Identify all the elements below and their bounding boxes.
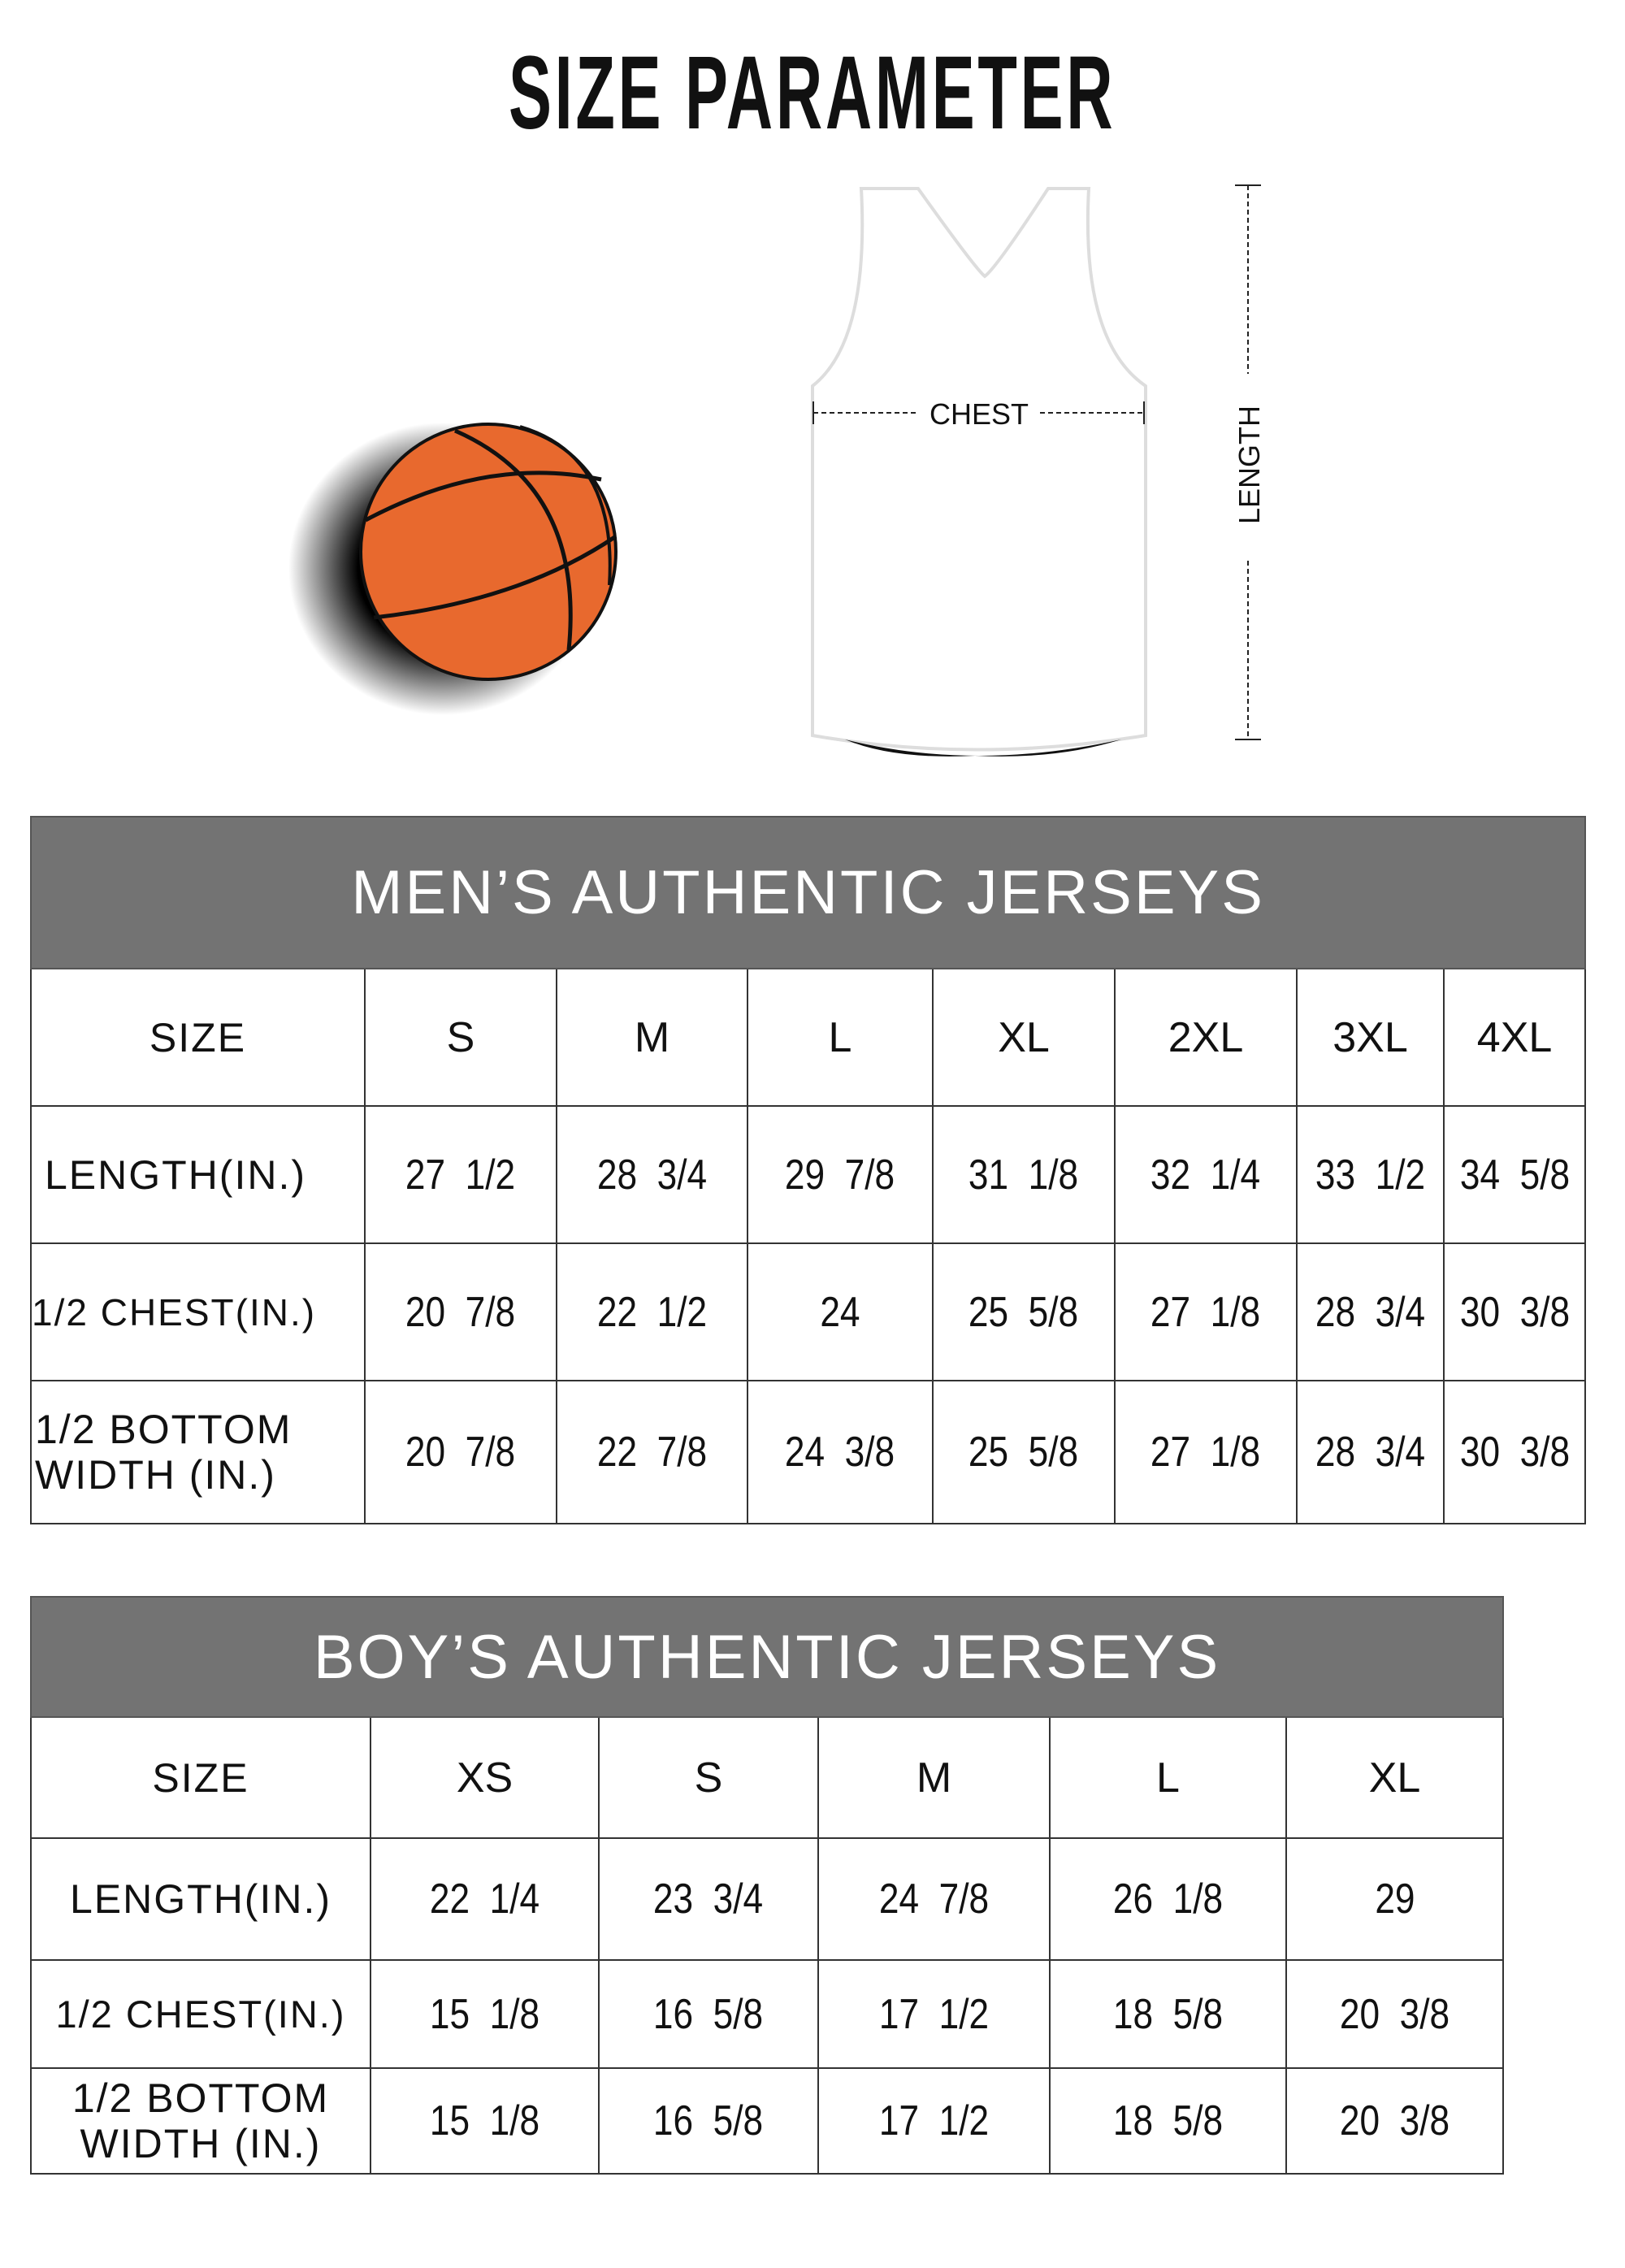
chest-label: CHEST — [930, 397, 1029, 431]
row-label: 1/2 CHEST(IN.) — [30, 1959, 371, 2069]
cell: 31 1/8 — [932, 1105, 1116, 1244]
cell: 30 3/8 — [1442, 1242, 1587, 1381]
header-cell: XL — [932, 968, 1116, 1107]
row-label: 1/2 BOTTOM WIDTH (IN.) — [30, 1380, 366, 1524]
cell: 15 1/8 — [370, 2067, 600, 2175]
header-cell: L — [747, 968, 934, 1107]
cell: 17 1/2 — [817, 2067, 1051, 2175]
table-row: 1/2 CHEST(IN.) 20 7/8 22 1/2 24 25 5/8 2… — [30, 1242, 1587, 1381]
basketball-icon — [288, 423, 618, 715]
cell: 28 3/4 — [556, 1105, 748, 1244]
length-measure-line: LENGTH — [1233, 184, 1266, 740]
cell: 18 5/8 — [1049, 2067, 1287, 2175]
cell: 23 3/4 — [598, 1837, 819, 1961]
table-row: SIZE S M L XL 2XL 3XL 4XL — [30, 968, 1587, 1107]
cell: 16 5/8 — [598, 1959, 819, 2069]
cell: 34 5/8 — [1442, 1105, 1587, 1244]
header-cell: XL — [1285, 1716, 1504, 1839]
header-cell: M — [817, 1716, 1051, 1839]
table-row: LENGTH(IN.) 27 1/2 28 3/4 29 7/8 31 1/8 … — [30, 1105, 1587, 1244]
cell: 33 1/2 — [1296, 1105, 1445, 1244]
cell: 22 7/8 — [556, 1380, 748, 1524]
cell: 29 — [1285, 1837, 1504, 1961]
cell: 22 1/2 — [556, 1242, 748, 1381]
row-label: 1/2 BOTTOM WIDTH (IN.) — [30, 2067, 371, 2175]
cell: 28 3/4 — [1296, 1380, 1445, 1524]
header-cell: S — [598, 1716, 819, 1839]
cell: 28 3/4 — [1296, 1242, 1445, 1381]
cell: 30 3/8 — [1442, 1380, 1587, 1524]
cell: 20 3/8 — [1285, 2067, 1504, 2175]
table-row: 1/2 CHEST(IN.) 15 1/8 16 5/8 17 1/2 18 5… — [30, 1959, 1504, 2069]
table-row: 1/2 BOTTOM WIDTH (IN.) 15 1/8 16 5/8 17 … — [30, 2067, 1504, 2175]
mens-table-title: MEN’S AUTHENTIC JERSEYS — [29, 816, 1587, 969]
header-cell: 3XL — [1296, 968, 1445, 1107]
header-cell: M — [556, 968, 748, 1107]
header-cell: L — [1049, 1716, 1287, 1839]
page-title: SIZE PARAMETER — [509, 35, 1116, 151]
row-label: LENGTH(IN.) — [30, 1837, 371, 1961]
cell: 24 — [747, 1242, 934, 1381]
row-label: LENGTH(IN.) — [30, 1105, 366, 1244]
row-label: 1/2 CHEST(IN.) — [30, 1242, 366, 1381]
header-cell: SIZE — [30, 1716, 371, 1839]
boys-size-table: BOY’S AUTHENTIC JERSEYS SIZE XS S M L XL… — [30, 1596, 1504, 2175]
cell: 29 7/8 — [747, 1105, 934, 1244]
header-cell: SIZE — [30, 968, 366, 1107]
table-row: 1/2 BOTTOM WIDTH (IN.) 20 7/8 22 7/8 24 … — [30, 1380, 1587, 1524]
cell: 27 1/8 — [1114, 1380, 1298, 1524]
header-cell: 2XL — [1114, 968, 1298, 1107]
header-cell: XS — [370, 1716, 600, 1839]
cell: 24 3/8 — [747, 1380, 934, 1524]
chest-measure-line: CHEST — [812, 397, 1145, 431]
mens-size-table: MEN’S AUTHENTIC JERSEYS SIZE S M L XL 2X… — [29, 816, 1587, 1524]
header-cell: S — [364, 968, 557, 1107]
cell: 17 1/2 — [817, 1959, 1051, 2069]
cell: 27 1/2 — [364, 1105, 557, 1244]
cell: 15 1/8 — [370, 1959, 600, 2069]
cell: 20 7/8 — [364, 1242, 557, 1381]
cell: 25 5/8 — [932, 1380, 1116, 1524]
table-row: SIZE XS S M L XL — [30, 1716, 1504, 1839]
cell: 25 5/8 — [932, 1242, 1116, 1381]
illustration: CHEST LENGTH — [288, 184, 1266, 757]
length-label: LENGTH — [1233, 405, 1266, 524]
jersey-icon — [811, 187, 1147, 757]
header-cell: 4XL — [1442, 968, 1587, 1107]
cell: 22 1/4 — [370, 1837, 600, 1961]
boys-table-title: BOY’S AUTHENTIC JERSEYS — [30, 1596, 1504, 1718]
cell: 24 7/8 — [817, 1837, 1051, 1961]
cell: 26 1/8 — [1049, 1837, 1287, 1961]
cell: 20 7/8 — [364, 1380, 557, 1524]
cell: 20 3/8 — [1285, 1959, 1504, 2069]
cell: 32 1/4 — [1114, 1105, 1298, 1244]
cell: 16 5/8 — [598, 2067, 819, 2175]
cell: 27 1/8 — [1114, 1242, 1298, 1381]
table-row: LENGTH(IN.) 22 1/4 23 3/4 24 7/8 26 1/8 … — [30, 1837, 1504, 1961]
cell: 18 5/8 — [1049, 1959, 1287, 2069]
